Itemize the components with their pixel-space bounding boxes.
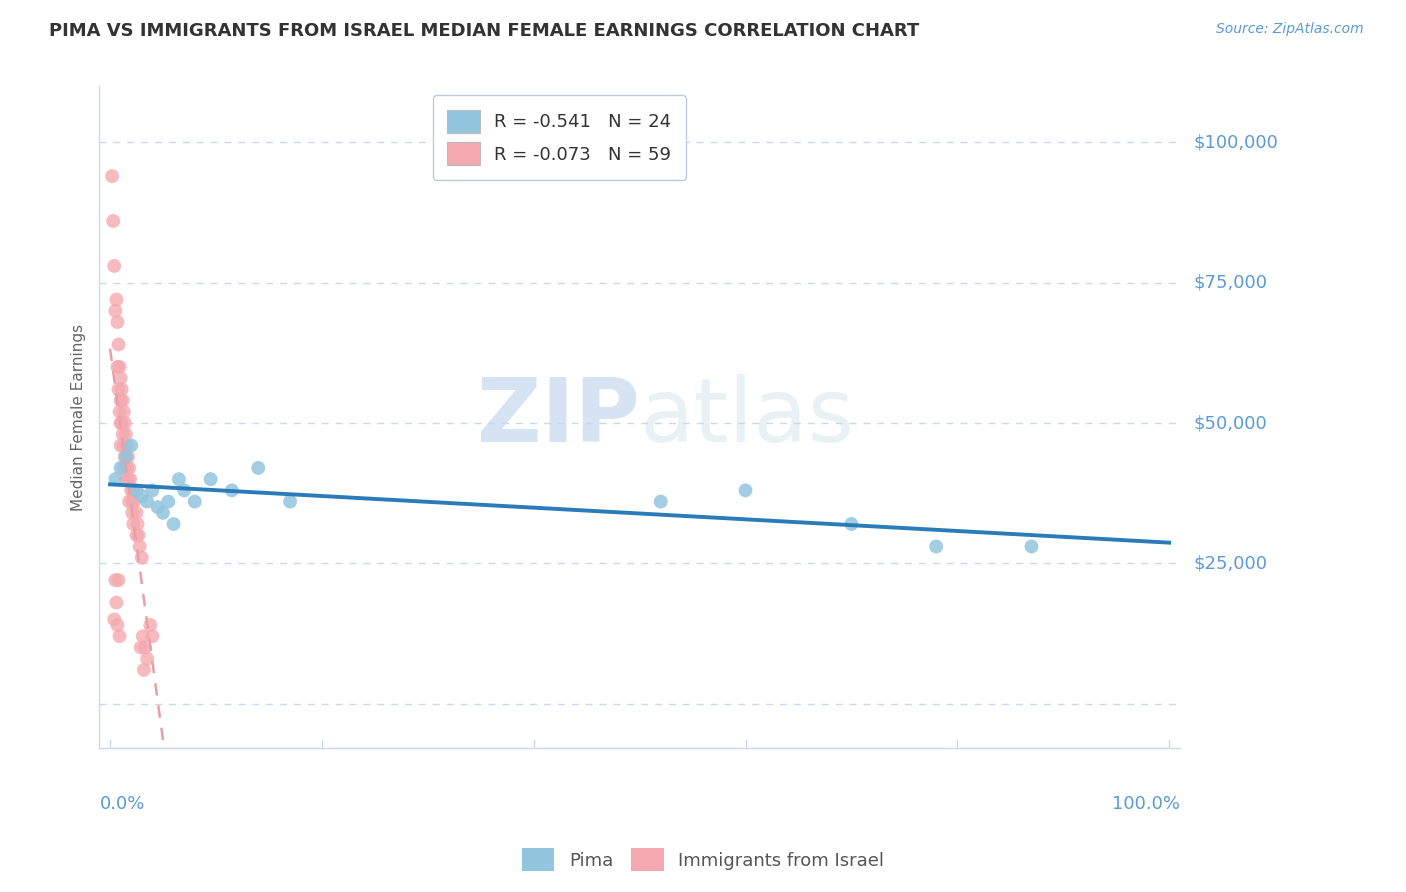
Point [121,506,143,520]
Point [167,472,190,486]
Point [111,393,134,408]
Point [734,483,756,498]
Text: ZIP: ZIP [477,374,640,461]
Point [173,483,195,498]
Point [111,416,134,430]
Text: $75,000: $75,000 [1194,274,1268,292]
Point [108,359,131,374]
Point [112,405,135,419]
Point [117,450,139,464]
Point [103,214,125,228]
Point [124,494,146,508]
Point [120,472,142,486]
Point [114,416,136,430]
Point [104,303,127,318]
Point [122,483,145,498]
Point [117,472,139,486]
Point [101,169,124,183]
Point [105,596,128,610]
Point [120,483,142,498]
Point [108,629,131,643]
Point [120,438,142,452]
Point [121,494,143,508]
Point [107,383,129,397]
Point [107,618,129,632]
Point [114,450,136,464]
Point [104,472,127,486]
Point [128,540,150,554]
Point [221,483,243,498]
Text: atlas: atlas [640,374,855,461]
Point [107,359,129,374]
Point [115,450,138,464]
Point [146,500,169,515]
Point [115,427,138,442]
Point [141,483,163,498]
Point [103,259,125,273]
Text: 0.0%: 0.0% [100,795,145,813]
Point [115,472,138,486]
Point [125,506,148,520]
Point [110,393,132,408]
Point [110,438,132,452]
Point [139,618,162,632]
Point [108,405,131,419]
Point [129,640,152,655]
Point [131,550,153,565]
Legend: Pima, Immigrants from Israel: Pima, Immigrants from Israel [515,841,891,879]
Text: $50,000: $50,000 [1194,414,1267,432]
Point [107,337,129,351]
Point [125,528,148,542]
Point [103,612,125,626]
Point [122,516,145,531]
Point [134,640,156,655]
Text: $25,000: $25,000 [1194,554,1268,573]
Point [107,573,129,587]
Point [118,494,141,508]
Point [115,450,138,464]
Point [110,461,132,475]
Text: 100.0%: 100.0% [1112,795,1180,813]
Point [118,461,141,475]
Point [925,540,948,554]
Point [110,416,132,430]
Y-axis label: Median Female Earnings: Median Female Earnings [72,324,86,511]
Point [184,494,207,508]
Point [152,506,174,520]
Point [841,516,863,531]
Point [1021,540,1043,554]
Point [104,573,127,587]
Point [278,494,301,508]
Point [200,472,222,486]
Point [157,494,180,508]
Point [125,483,148,498]
Point [128,528,150,542]
Text: $100,000: $100,000 [1194,134,1278,152]
Point [112,438,135,452]
Text: PIMA VS IMMIGRANTS FROM ISRAEL MEDIAN FEMALE EARNINGS CORRELATION CHART: PIMA VS IMMIGRANTS FROM ISRAEL MEDIAN FE… [49,22,920,40]
Point [107,315,129,329]
Point [111,383,134,397]
Point [132,629,155,643]
Point [127,516,149,531]
Point [111,427,134,442]
Point [132,663,155,677]
Point [131,489,153,503]
Point [162,516,184,531]
Point [115,438,138,452]
Point [136,651,159,665]
Point [247,461,270,475]
Point [141,629,163,643]
Point [105,293,128,307]
Text: Source: ZipAtlas.com: Source: ZipAtlas.com [1216,22,1364,37]
Point [110,371,132,385]
Point [112,461,135,475]
Legend: R = -0.541   N = 24, R = -0.073   N = 59: R = -0.541 N = 24, R = -0.073 N = 59 [433,95,686,179]
Point [115,461,138,475]
Point [650,494,672,508]
Point [136,494,159,508]
